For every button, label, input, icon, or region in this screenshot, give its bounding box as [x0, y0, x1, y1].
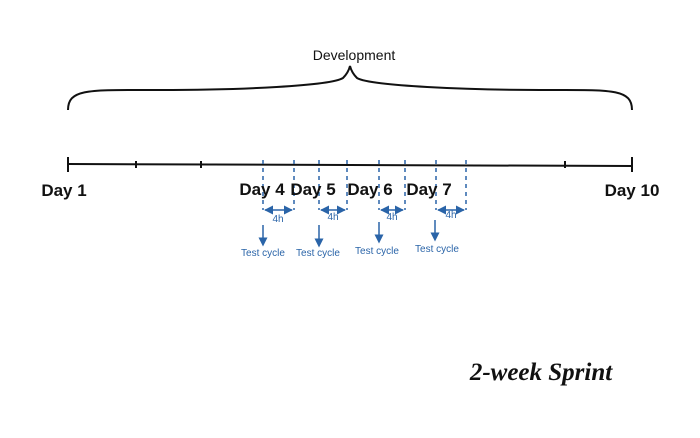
development-brace [67, 65, 633, 111]
day-6-label: Day 6 [347, 180, 392, 199]
day-1-label: Day 1 [41, 181, 86, 200]
day-6-interval-label: 4h [386, 212, 397, 223]
day-4-test-cycle-label: Test cycle [241, 248, 285, 259]
development-label: Development [313, 47, 396, 63]
sprint-label: 2-week Sprint [469, 359, 613, 386]
day-10-label: Day 10 [605, 181, 660, 200]
day-4-group: Day 4 4h Test cycle [239, 160, 295, 259]
day-5-label: Day 5 [290, 180, 335, 199]
day-7-test-cycle-label: Test cycle [415, 244, 459, 255]
day-6-test-cycle-label: Test cycle [355, 246, 399, 257]
day-7-interval-label: 4h [445, 210, 456, 221]
day-4-interval-label: 4h [272, 214, 283, 225]
day-5-group: Day 5 4h Test cycle [290, 160, 348, 259]
day-5-interval-label: 4h [327, 212, 338, 223]
day-4-label: Day 4 [239, 180, 285, 199]
day-6-group: Day 6 4h Test cycle [347, 160, 406, 257]
timeline-axis [67, 163, 633, 167]
day-5-test-cycle-label: Test cycle [296, 248, 340, 259]
day-7-group: Day 7 4h Test cycle [406, 160, 467, 255]
day-7-label: Day 7 [406, 180, 451, 199]
